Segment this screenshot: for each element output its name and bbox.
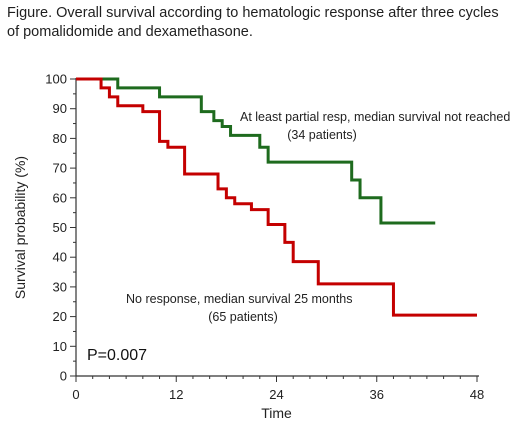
y-tick-label-0: 0 [60,369,67,384]
series-line-1 [76,77,477,317]
y-tick-label-40: 40 [53,250,67,265]
y-tick-label-100: 100 [45,72,67,87]
green-series-label: At least partial resp, median survival n… [240,110,510,124]
y-tick-label-50: 50 [53,220,67,235]
y-tick-label-80: 80 [53,131,67,146]
x-tick-label-12: 12 [169,387,183,402]
x-tick-label-0: 0 [72,387,79,402]
figure-caption: Figure. Overall survival according to he… [7,5,499,40]
y-tick-label-60: 60 [53,190,67,205]
green-series-count: (34 patients) [287,128,356,142]
red-series-count: (65 patients) [208,310,277,324]
y-tick-label-90: 90 [53,101,67,116]
x-axis-title: Time [261,405,292,421]
x-tick-label-36: 36 [370,387,384,402]
red-series-label: No response, median survival 25 months [126,292,353,306]
y-tick-label-20: 20 [53,309,67,324]
p-value-label: P=0.007 [87,347,147,364]
y-tick-label-10: 10 [53,339,67,354]
series-line-0 [76,77,436,225]
y-tick-label-70: 70 [53,161,67,176]
x-tick-label-48: 48 [470,387,484,402]
y-axis-title: Survival probability (%) [12,156,28,299]
x-tick-label-24: 24 [269,387,283,402]
y-tick-label-30: 30 [53,279,67,294]
